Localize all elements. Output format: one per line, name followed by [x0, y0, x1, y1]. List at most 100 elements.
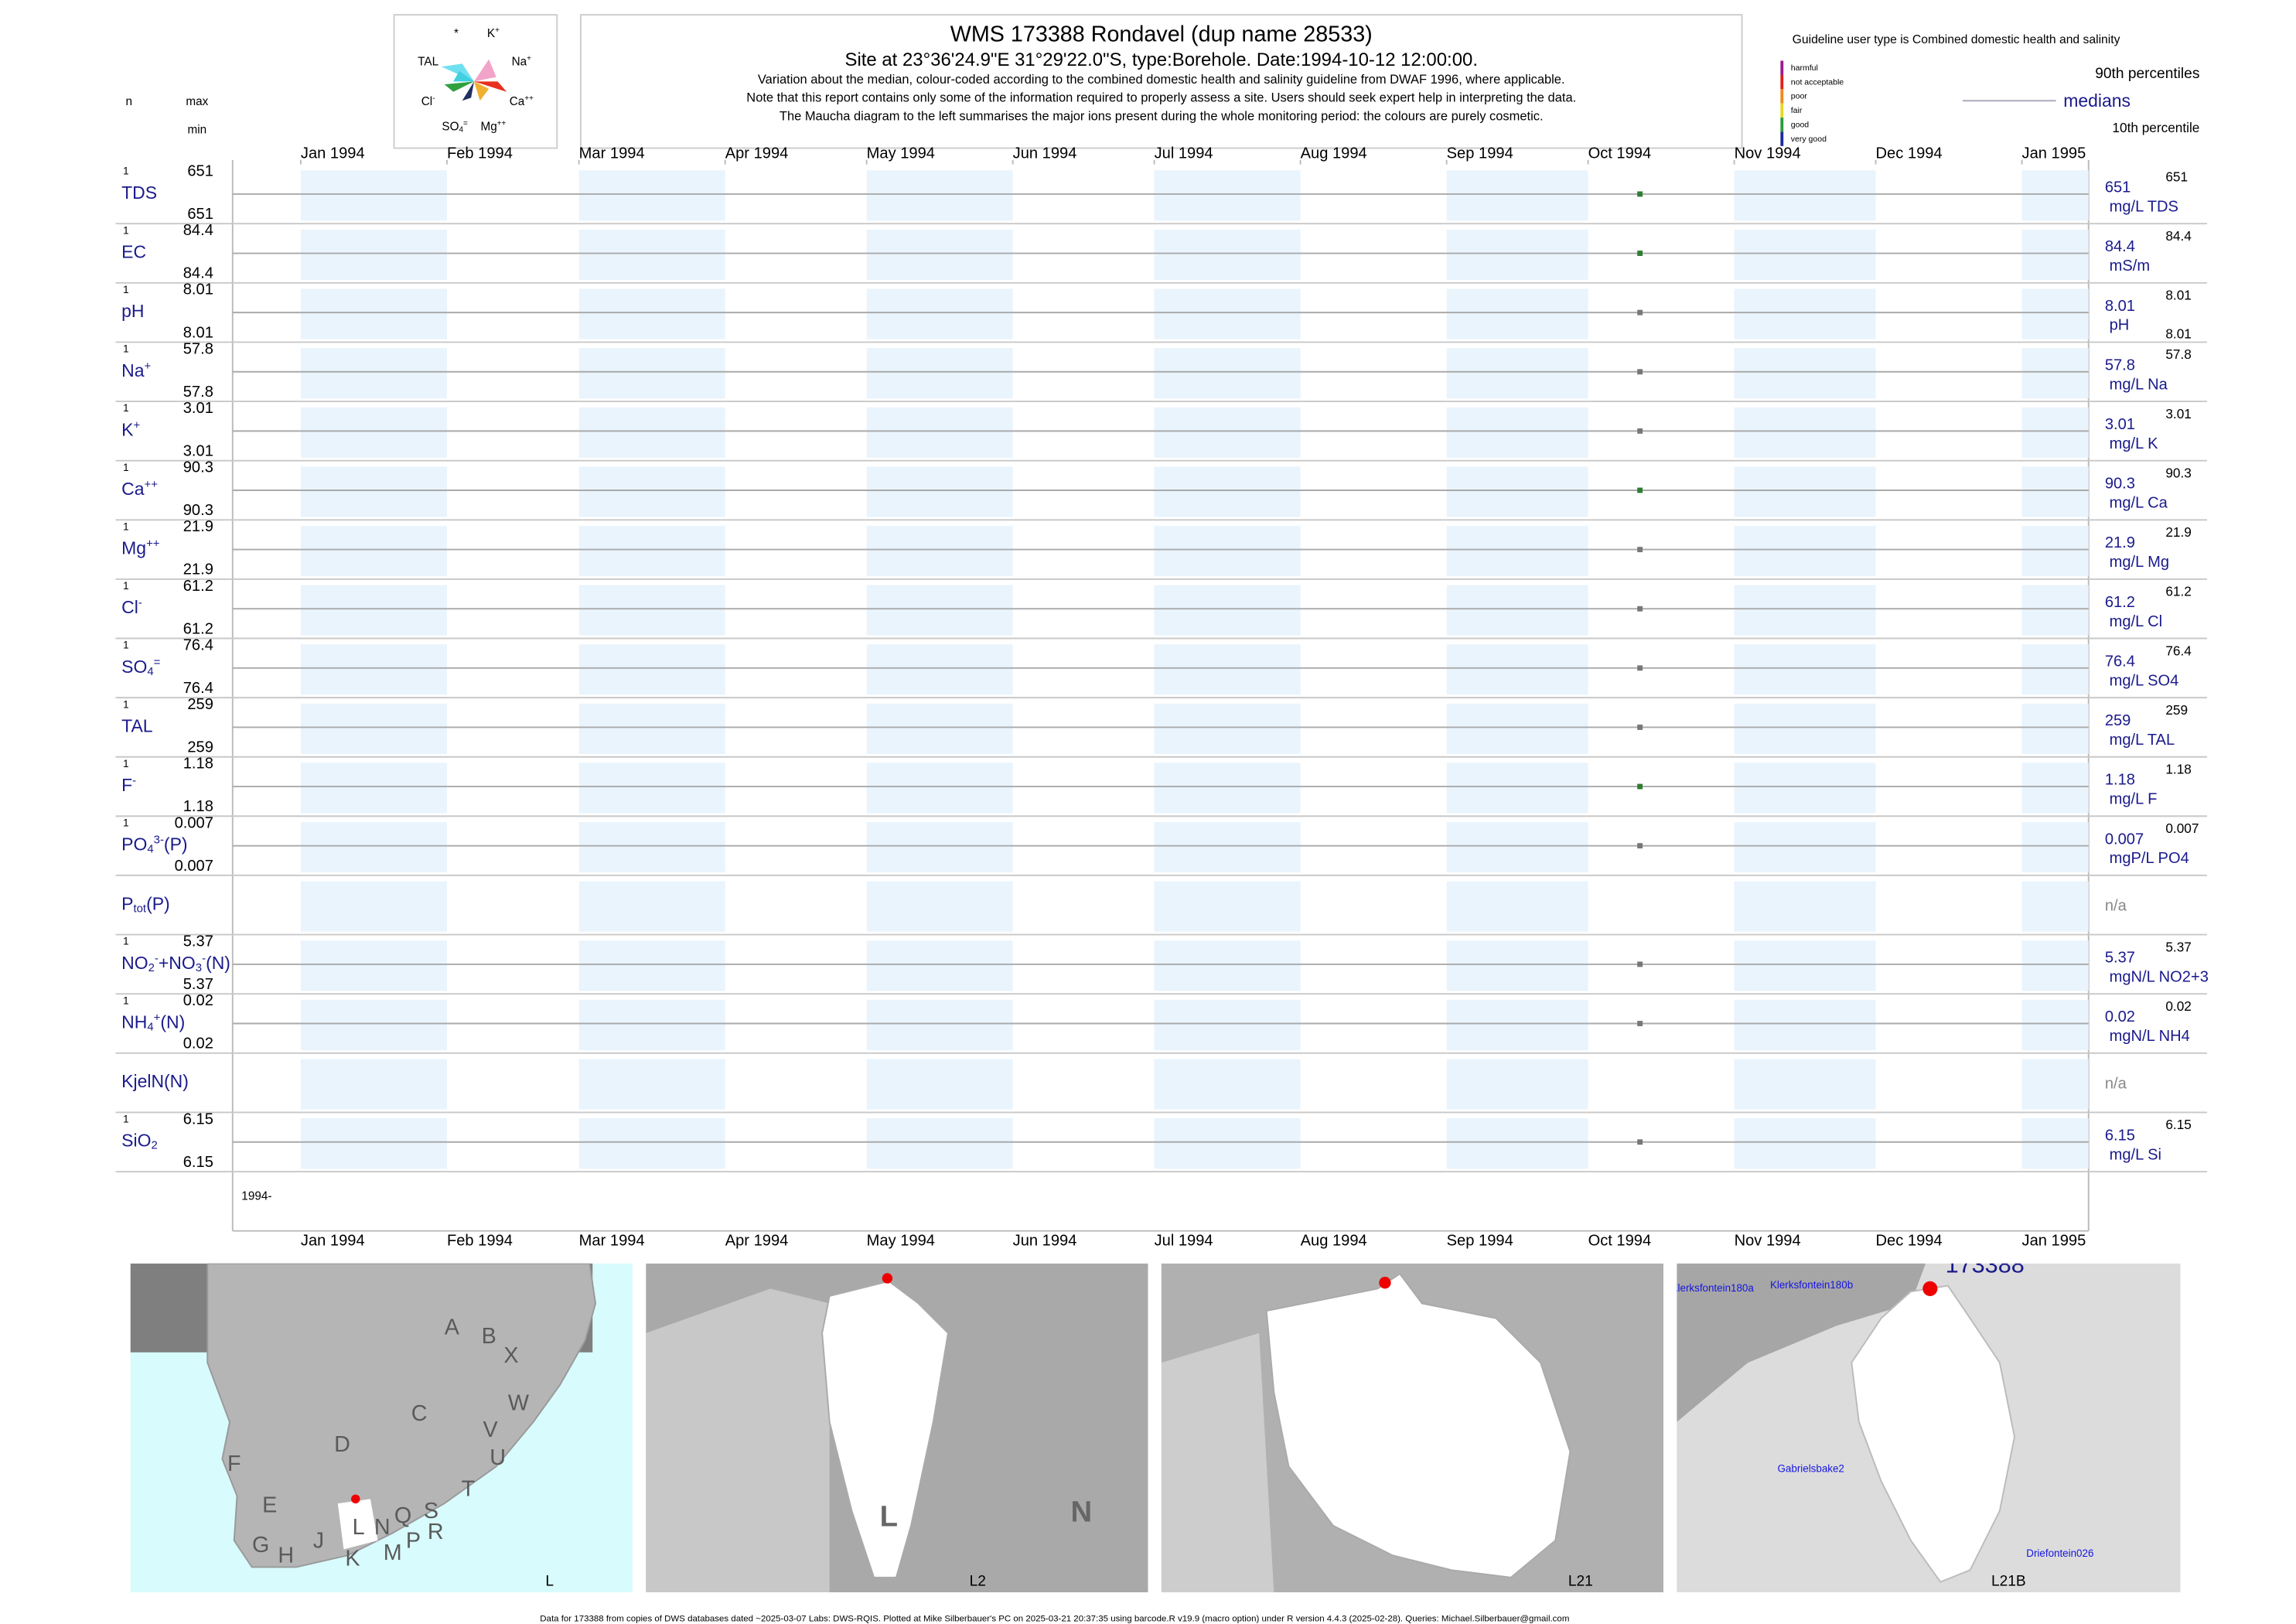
month-band — [1734, 999, 1876, 1050]
maucha-label: TAL — [418, 55, 438, 68]
guideline-swatch — [1780, 74, 1784, 90]
month-band — [300, 703, 447, 754]
maucha-label: Mg++ — [480, 120, 506, 134]
month-band — [578, 1118, 725, 1169]
row-label-part: - — [202, 952, 206, 965]
month-band — [578, 288, 725, 339]
region-letter: B — [482, 1324, 496, 1349]
month-band — [578, 466, 725, 517]
month-band — [578, 229, 725, 281]
region-letter: U — [490, 1445, 506, 1470]
month-band — [300, 999, 447, 1050]
p90-value: 5.37 — [2165, 939, 2192, 954]
max-value: 21.9 — [183, 518, 213, 535]
maucha-wedge — [462, 81, 475, 101]
row-label-part: 3- — [154, 834, 164, 847]
maucha-label: Na+ — [512, 55, 532, 69]
region-letter: R — [428, 1520, 444, 1544]
month-band — [1154, 940, 1301, 991]
region — [1677, 1263, 1926, 1422]
row-label: NO2-+NO3-(N) — [121, 952, 230, 974]
legend-max: max — [186, 95, 208, 108]
p90-value: 57.8 — [2165, 346, 2192, 362]
station-label: Klerksfontein180b — [1770, 1279, 1853, 1291]
month-band — [1446, 288, 1588, 339]
month-band — [2021, 999, 2089, 1050]
row-label: F- — [121, 774, 136, 795]
max-value: 1.18 — [183, 756, 213, 773]
p90-value: 3.01 — [2165, 406, 2192, 421]
region-letter: S — [424, 1499, 438, 1523]
row-label: K+ — [121, 419, 140, 440]
row-label: TDS — [121, 183, 157, 203]
min-value: 5.37 — [183, 976, 213, 993]
month-label: Dec 1994 — [1876, 1232, 1943, 1249]
month-label: Jul 1994 — [1155, 1232, 1213, 1249]
max-value: 90.3 — [183, 459, 213, 476]
month-band — [2021, 940, 2089, 991]
month-label: Jun 1994 — [1013, 1232, 1077, 1249]
month-band — [1154, 229, 1301, 281]
month-band — [300, 466, 447, 517]
n-count: 1 — [123, 462, 128, 473]
row-label-part: SiO — [121, 1131, 151, 1151]
median-value: 1.18 — [2105, 772, 2135, 789]
month-band — [1734, 288, 1876, 339]
month-band — [866, 348, 1013, 399]
row-label-part: Ca — [121, 479, 145, 499]
n-count: 1 — [123, 580, 128, 592]
row-label-part: TAL — [121, 716, 153, 736]
region-letter: M — [384, 1540, 402, 1565]
max-value: 57.8 — [183, 340, 213, 357]
row-label: Ca++ — [121, 478, 158, 499]
row-label-part: SO — [121, 657, 147, 677]
month-band — [578, 703, 725, 754]
note: The Maucha diagram to the left summarise… — [780, 110, 1544, 124]
month-band — [1446, 229, 1588, 281]
month-band — [2021, 407, 2089, 458]
legend-min: min — [187, 124, 206, 137]
map-panel — [1161, 1263, 1664, 1593]
month-band — [2021, 170, 2089, 221]
unit: mgN/L NH4 — [2110, 1028, 2190, 1045]
month-band — [1446, 407, 1588, 458]
maucha-label-part: Mg — [480, 121, 496, 134]
month-band — [1734, 466, 1876, 517]
month-band — [2021, 703, 2089, 754]
month-band — [578, 881, 725, 932]
row-label-part: Cl — [121, 597, 138, 617]
month-band — [2021, 525, 2089, 577]
row-label: pH — [121, 301, 144, 321]
maucha-label: SO4= — [442, 120, 468, 135]
row-label: EC — [121, 242, 146, 262]
month-band — [866, 822, 1013, 873]
unit: mg/L Ca — [2110, 495, 2168, 512]
unit: mg/L TDS — [2110, 198, 2178, 215]
month-label: Sep 1994 — [1447, 145, 1513, 162]
month-band — [866, 1118, 1013, 1169]
row-label-part: KjelN(N) — [121, 1071, 189, 1091]
row-label-part: (N) — [160, 1012, 185, 1032]
month-band — [866, 1059, 1013, 1110]
row-label-part: + — [145, 360, 152, 373]
month-band — [1734, 822, 1876, 873]
month-band — [578, 763, 725, 814]
region-letter: D — [334, 1432, 350, 1457]
month-band — [1734, 1059, 1876, 1110]
month-band — [1154, 585, 1301, 636]
row-label-part: 2 — [148, 961, 155, 974]
unit: mgN/L NO2+3 — [2110, 968, 2209, 985]
month-band — [578, 585, 725, 636]
month-label: Oct 1994 — [1588, 1232, 1652, 1249]
month-label: Feb 1994 — [447, 145, 513, 162]
month-band — [578, 407, 725, 458]
month-label: Jan 1994 — [301, 145, 365, 162]
row-label-part: + — [154, 1012, 161, 1025]
na-text: n/a — [2105, 1075, 2127, 1092]
month-band — [1446, 348, 1588, 399]
month-band — [578, 940, 725, 991]
note: Note that this report contains only some… — [746, 91, 1576, 105]
map-panel — [1677, 1263, 2181, 1593]
n-count: 1 — [123, 165, 128, 177]
station-label: Driefontein026 — [2026, 1547, 2093, 1559]
